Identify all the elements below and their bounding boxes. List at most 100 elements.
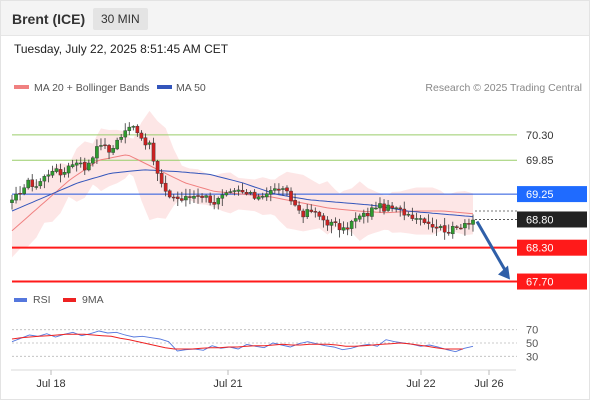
- candle: [46, 169, 51, 183]
- candle: [281, 186, 285, 196]
- candle: [87, 159, 91, 172]
- candle: [155, 159, 160, 182]
- candle: [309, 204, 314, 214]
- candle-body-up: [14, 193, 18, 201]
- candle: [248, 190, 253, 196]
- candle: [240, 183, 245, 194]
- candle-body-up: [341, 227, 346, 231]
- candle: [139, 130, 144, 141]
- candle-body-down: [289, 190, 293, 202]
- candle-body-up: [78, 162, 83, 165]
- candle: [26, 177, 30, 190]
- candle: [273, 183, 277, 194]
- candle: [58, 163, 63, 183]
- candle-body-down: [196, 195, 200, 197]
- candle: [321, 213, 326, 228]
- candle: [123, 123, 128, 144]
- candle-body-up: [374, 207, 378, 210]
- candle-body-up: [50, 171, 55, 176]
- candle: [196, 188, 200, 204]
- candle-body-up: [66, 165, 71, 174]
- candle: [277, 183, 281, 195]
- credit-label: Research © 2025 Trading Central: [425, 82, 582, 94]
- candle-body-down: [459, 227, 463, 230]
- candle: [188, 189, 192, 205]
- support-label: 67.70: [526, 277, 554, 289]
- candle: [252, 189, 257, 200]
- candle: [135, 124, 140, 137]
- candle-body-down: [434, 226, 439, 229]
- timeframe-badge[interactable]: 30 MIN: [93, 8, 148, 30]
- candle-body-down: [337, 223, 342, 231]
- candle: [163, 175, 168, 197]
- candle-body-up: [438, 226, 443, 228]
- candle-body-down: [446, 231, 451, 234]
- candle-body-up: [329, 221, 334, 226]
- candle-body-down: [333, 221, 338, 223]
- current-price-box: [517, 211, 587, 228]
- candle: [353, 212, 358, 229]
- candle: [175, 191, 180, 206]
- candle-body-up: [91, 157, 95, 164]
- candle: [34, 179, 39, 190]
- candle: [54, 163, 59, 174]
- x-tick-label: Jul 26: [474, 378, 503, 390]
- x-tick-label: Jul 18: [36, 378, 65, 390]
- candle-body-up: [216, 198, 221, 205]
- candle: [115, 137, 119, 151]
- candle: [463, 219, 467, 236]
- candle-body-up: [220, 194, 225, 199]
- candle: [10, 194, 14, 210]
- candle: [370, 204, 374, 220]
- ma50-legend-label: MA 50: [176, 82, 206, 94]
- candle-body-up: [386, 204, 390, 211]
- candle: [127, 122, 132, 136]
- support-label-box: [517, 239, 587, 256]
- candle: [317, 210, 322, 220]
- candle-body-down: [277, 188, 281, 191]
- candle-body-down: [244, 192, 249, 195]
- candle: [289, 187, 293, 205]
- candle-body-down: [301, 210, 305, 218]
- candle: [208, 192, 212, 206]
- projection-arrow-line: [475, 220, 509, 275]
- candle: [446, 224, 451, 236]
- candle: [66, 162, 71, 178]
- candle-body-up: [362, 212, 366, 217]
- candle: [345, 222, 350, 236]
- candle-body-down: [18, 193, 22, 195]
- candle-body-down: [410, 214, 415, 219]
- candle-body-up: [232, 190, 237, 192]
- candle-body-up: [22, 187, 26, 195]
- candle: [236, 185, 241, 196]
- candle: [301, 208, 305, 224]
- ma20-legend-swatch: [14, 85, 29, 89]
- candle-body-up: [418, 218, 423, 220]
- candle: [410, 207, 415, 222]
- candle: [82, 157, 87, 175]
- candle: [62, 167, 67, 178]
- candle-body-up: [224, 192, 229, 196]
- candle-body-up: [281, 188, 285, 190]
- candle-body-up: [248, 192, 253, 194]
- candle-body-up: [26, 179, 30, 189]
- candle-body-up: [394, 207, 398, 209]
- candle: [200, 193, 204, 203]
- candle: [167, 189, 172, 199]
- candle: [22, 184, 26, 196]
- candle-body-up: [228, 191, 233, 193]
- candle-body-up: [273, 188, 277, 191]
- candle: [180, 191, 184, 203]
- candle: [204, 194, 208, 203]
- rsi-tick-label: 30: [526, 351, 538, 363]
- candle: [442, 217, 447, 240]
- candle: [14, 186, 18, 204]
- candle-body-down: [345, 227, 350, 230]
- candle-body-down: [285, 187, 289, 192]
- candle: [459, 223, 463, 230]
- candle-body-down: [442, 225, 447, 233]
- candle-body-up: [192, 196, 196, 199]
- candle: [297, 201, 301, 214]
- candle-body-up: [70, 164, 75, 167]
